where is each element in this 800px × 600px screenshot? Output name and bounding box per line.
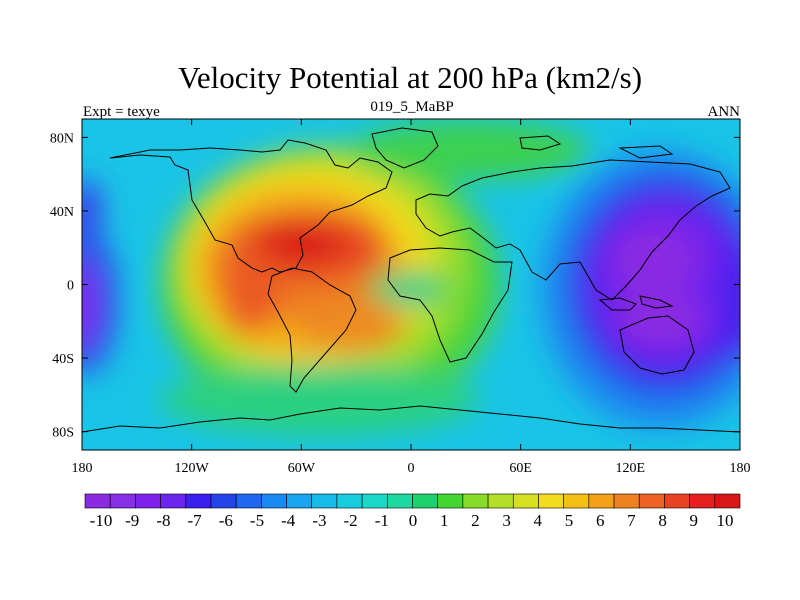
colorbar-label: -2 bbox=[344, 511, 358, 530]
colorbar-swatch bbox=[185, 493, 212, 509]
colorbar-swatch bbox=[664, 493, 690, 509]
colorbar-swatch bbox=[462, 493, 489, 509]
right-label: ANN bbox=[708, 104, 741, 120]
colorbar-swatch bbox=[361, 493, 388, 509]
lat-tick-label: 80N bbox=[50, 131, 74, 146]
colorbar-swatch bbox=[286, 493, 313, 509]
axis-ticks bbox=[81, 119, 741, 450]
colorbar-label: 10 bbox=[717, 511, 734, 530]
lat-tick-label: 40N bbox=[50, 205, 74, 220]
colorbar-swatch bbox=[437, 493, 464, 509]
colorbar-label: -4 bbox=[281, 511, 296, 530]
colorbar-swatch bbox=[160, 493, 187, 509]
lon-tick-label: 60E bbox=[509, 461, 532, 476]
colorbar-label: 8 bbox=[658, 511, 667, 530]
longitude-labels: 180 120W 60W 0 60E 120E 180 bbox=[72, 461, 751, 476]
colorbar-swatch bbox=[235, 493, 262, 509]
colorbar-label: 5 bbox=[565, 511, 574, 530]
colorbar-swatch bbox=[689, 493, 716, 509]
colorbar-swatch bbox=[387, 493, 413, 509]
colorbar-swatch bbox=[311, 493, 338, 509]
coastlines bbox=[82, 127, 740, 433]
colorbar bbox=[84, 493, 741, 509]
colorbar-swatch bbox=[109, 493, 136, 509]
colorbar-label: 9 bbox=[690, 511, 699, 530]
left-label: Expt = texye bbox=[83, 104, 160, 120]
colorbar-label: -3 bbox=[312, 511, 326, 530]
colorbar-swatch bbox=[638, 493, 665, 509]
colorbar-labels: -10 -9 -8 -7 -6 -5 -4 -3 -2 -1 0 1 2 3 4 5 6 7 8 9 10 bbox=[90, 511, 734, 530]
colorbar-label: -10 bbox=[90, 511, 113, 530]
lat-tick-label: 40S bbox=[52, 352, 74, 367]
center-label: 019_5_MaBP bbox=[370, 99, 453, 115]
lon-tick-label: 0 bbox=[408, 461, 415, 476]
colorbar-label: 7 bbox=[627, 511, 636, 530]
colorbar-label: -7 bbox=[188, 511, 203, 530]
colorbar-swatch bbox=[563, 493, 590, 509]
lat-tick-label: 0 bbox=[67, 279, 74, 294]
colorbar-swatch bbox=[210, 493, 237, 509]
colorbar-swatch bbox=[588, 493, 615, 509]
colorbar-label: 0 bbox=[409, 511, 418, 530]
figure-title: Velocity Potential at 200 hPa (km2/s) bbox=[178, 60, 642, 95]
colorbar-swatch bbox=[84, 493, 111, 509]
colorbar-label: -1 bbox=[375, 511, 389, 530]
latitude-labels: 80N 40N 0 40S 80S bbox=[50, 131, 74, 440]
lon-tick-label: 60W bbox=[288, 461, 316, 476]
colorbar-swatch bbox=[261, 493, 287, 509]
colorbar-swatch bbox=[135, 493, 161, 509]
colorbar-swatch bbox=[336, 493, 363, 509]
lon-tick-label: 120W bbox=[175, 461, 210, 476]
colorbar-label: 1 bbox=[440, 511, 449, 530]
lon-tick-label: 120E bbox=[616, 461, 646, 476]
colorbar-swatch bbox=[714, 493, 741, 509]
colorbar-label: 6 bbox=[596, 511, 605, 530]
colorbar-label: 4 bbox=[534, 511, 543, 530]
colorbar-label: -6 bbox=[219, 511, 233, 530]
colorbar-swatch bbox=[487, 493, 514, 509]
colorbar-label: -9 bbox=[125, 511, 139, 530]
colorbar-swatch bbox=[412, 493, 438, 509]
colorbar-label: -5 bbox=[250, 511, 264, 530]
contour-field bbox=[82, 119, 740, 450]
colorbar-label: 2 bbox=[471, 511, 480, 530]
lat-tick-label: 80S bbox=[52, 426, 74, 441]
colorbar-label: -8 bbox=[156, 511, 170, 530]
colorbar-swatch bbox=[512, 493, 539, 509]
colorbar-label: 3 bbox=[502, 511, 511, 530]
colorbar-swatch bbox=[613, 493, 640, 509]
lon-tick-label: 180 bbox=[730, 461, 751, 476]
lon-tick-label: 180 bbox=[72, 461, 93, 476]
colorbar-swatch bbox=[538, 493, 564, 509]
